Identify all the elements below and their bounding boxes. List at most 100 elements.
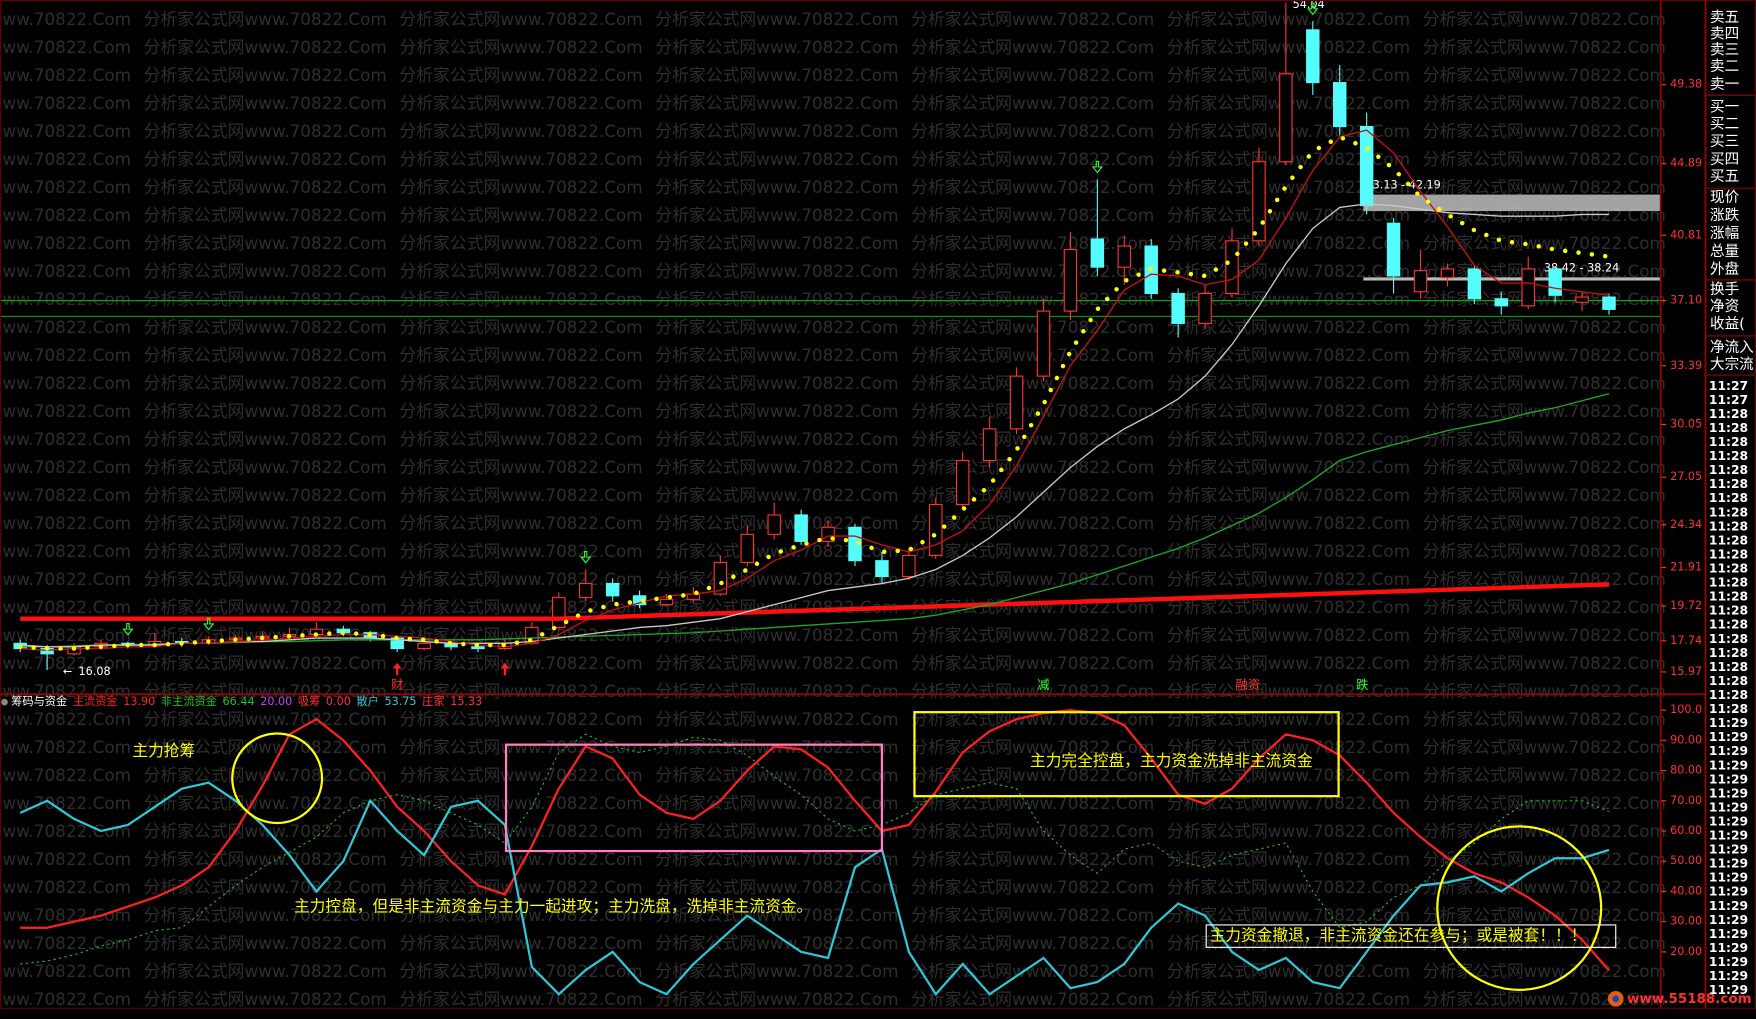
legend-value: 0.00 (326, 695, 351, 708)
trade-time: 11:28 (1709, 449, 1748, 463)
legend-value: 15.33 (450, 695, 482, 708)
candle-body (1252, 161, 1266, 242)
trade-time: 11:28 (1709, 590, 1748, 604)
candle-body (1332, 82, 1347, 128)
watermark-text: 分析家公式网www.70822.Com (1423, 65, 1666, 85)
watermark-text: 分析家公式网www.70822.Com (144, 961, 387, 981)
watermark-text: 分析家公式网www.70822.Com (0, 261, 131, 281)
watermark-text: 分析家公式网www.70822.Com (1167, 597, 1410, 617)
indicator-line (19, 781, 1610, 997)
watermark-text: 分析家公式网www.70822.Com (399, 93, 642, 113)
y-tick-label: 49.38 (1670, 78, 1702, 91)
quote-label: 买五 (1710, 168, 1739, 185)
watermark-text: 分析家公式网www.70822.Com (1423, 849, 1666, 869)
watermark-text: 分析家公式网www.70822.Com (1423, 597, 1666, 617)
watermark-text: 分析家公式网www.70822.Com (1167, 989, 1410, 1009)
watermark-text: 分析家公式网www.70822.Com (655, 485, 898, 505)
trade-time: 11:29 (1709, 843, 1748, 857)
candle-body (1279, 73, 1293, 163)
watermark-text: 分析家公式网www.70822.Com (0, 401, 131, 421)
watermark-text: 分析家公式网www.70822.Com (1167, 849, 1410, 869)
y-tick-label: 33.39 (1670, 359, 1702, 372)
watermark-text: 分析家公式网www.70822.Com (144, 261, 387, 281)
quote-label: 收益( (1710, 316, 1745, 333)
candle-body (1575, 296, 1589, 303)
watermark-text: 分析家公式网www.70822.Com (399, 597, 642, 617)
y-tick-label: 90.00 (1670, 733, 1702, 746)
watermark-text: 分析家公式网www.70822.Com (655, 821, 898, 841)
watermark-text: 分析家公式网www.70822.Com (1167, 569, 1410, 589)
watermark-text: 分析家公式网www.70822.Com (399, 317, 642, 337)
watermark-text: 分析家公式网www.70822.Com (1423, 485, 1666, 505)
legend-value: 66.44 (223, 695, 255, 708)
watermark-text: 分析家公式网www.70822.Com (1423, 177, 1666, 197)
watermark-text: 分析家公式网www.70822.Com (144, 401, 387, 421)
highlight-circle (1436, 825, 1603, 992)
watermark-text: 分析家公式网www.70822.Com (1423, 765, 1666, 785)
watermark-text: 分析家公式网www.70822.Com (1423, 289, 1666, 309)
watermark-text: 分析家公式网www.70822.Com (655, 345, 898, 365)
watermark-text: 分析家公式网www.70822.Com (144, 709, 387, 729)
watermark-text: 分析家公式网www.70822.Com (399, 177, 642, 197)
moving-average (17, 134, 1612, 651)
watermark-text: 分析家公式网www.70822.Com (911, 429, 1154, 449)
signal-arrow (392, 662, 402, 676)
watermark-text: 分析家公式网www.70822.Com (1423, 401, 1666, 421)
event-marker: 融资 (1235, 678, 1260, 692)
candle-body (1198, 292, 1212, 324)
watermark-text: 分析家公式网www.70822.Com (0, 597, 131, 617)
quote-label: 净资 (1710, 298, 1739, 315)
watermark-text: 分析家公式网www.70822.Com (1423, 261, 1666, 281)
annotation: 主力完全控盘，主力资金洗掉非主流资金 (1030, 751, 1313, 770)
watermark-text: 分析家公式网www.70822.Com (1167, 233, 1410, 253)
y-tick-label: 80.00 (1670, 764, 1702, 777)
trade-time: 11:29 (1709, 829, 1748, 843)
candle-body (659, 598, 674, 606)
watermark-text: 分析家公式网www.70822.Com (911, 653, 1154, 673)
watermark-text: 分析家公式网www.70822.Com (911, 121, 1154, 141)
trade-time: 11:28 (1709, 562, 1748, 576)
watermark-text: 分析家公式网www.70822.Com (1167, 709, 1410, 729)
trade-time: 11:29 (1709, 800, 1748, 814)
candle-body (982, 428, 997, 462)
watermark-text: 分析家公式网www.70822.Com (0, 793, 131, 813)
trade-time: 11:29 (1709, 885, 1748, 899)
highlight-circle (231, 732, 324, 825)
watermark-text: 分析家公式网www.70822.Com (399, 849, 642, 869)
signal-arrow (500, 662, 510, 676)
candle-body (875, 560, 889, 578)
candle-body (1386, 222, 1401, 277)
y-tick-label: 44.89 (1670, 157, 1702, 170)
watermark-text: 分析家公式网www.70822.Com (0, 681, 131, 701)
trade-time: 11:29 (1709, 814, 1748, 828)
watermark-text: 分析家公式网www.70822.Com (0, 121, 131, 141)
watermark-text: 分析家公式网www.70822.Com (399, 205, 642, 225)
watermark-text: 分析家公式网www.70822.Com (399, 737, 642, 757)
watermark-text: 分析家公式网www.70822.Com (655, 793, 898, 813)
watermark-text: 分析家公式网www.70822.Com (1423, 149, 1666, 169)
watermark-text: 分析家公式网www.70822.Com (0, 709, 131, 729)
watermark-text: 分析家公式网www.70822.Com (399, 793, 642, 813)
candle-body (1117, 245, 1132, 268)
watermark-text: 分析家公式网www.70822.Com (0, 905, 131, 925)
watermark-text: 分析家公式网www.70822.Com (1423, 989, 1666, 1009)
watermark-text: 分析家公式网www.70822.Com (0, 233, 131, 253)
annotation: 主力抢筹 (132, 741, 195, 760)
watermark-text: 分析家公式网www.70822.Com (911, 457, 1154, 477)
trade-time: 11:28 (1709, 576, 1748, 590)
watermark-text: 分析家公式网www.70822.Com (911, 681, 1154, 701)
watermark-text: 分析家公式网www.70822.Com (655, 709, 898, 729)
quote-label: 买二 (1710, 115, 1739, 132)
candle-body (1413, 270, 1428, 293)
watermark-text: 分析家公式网www.70822.Com (0, 541, 131, 561)
signal-arrow (203, 617, 215, 631)
trade-time: 11:29 (1709, 913, 1748, 927)
watermark-text: 分析家公式网www.70822.Com (399, 149, 642, 169)
watermark-text: 分析家公式网www.70822.Com (655, 989, 898, 1009)
quote-label: 涨跌 (1710, 207, 1740, 224)
watermark-text: 分析家公式网www.70822.Com (1423, 317, 1666, 337)
site-link: www.55188.com (1627, 992, 1752, 1007)
watermark-text: 分析家公式网www.70822.Com (144, 849, 387, 869)
signal-arrow (580, 550, 592, 564)
